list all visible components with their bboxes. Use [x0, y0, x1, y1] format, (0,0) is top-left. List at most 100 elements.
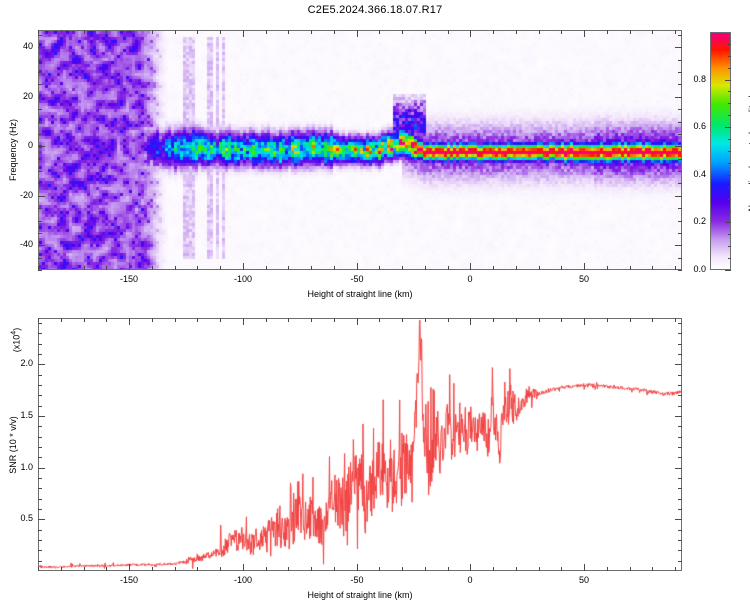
axis-tick [38, 333, 42, 334]
axis-tick [678, 447, 682, 448]
axis-tick [38, 318, 39, 322]
axis-tick [675, 30, 676, 34]
axis-tick [584, 263, 585, 270]
axis-tick [38, 323, 42, 324]
axis-tick [675, 468, 682, 469]
axis-tick [448, 318, 449, 322]
axis-tick [38, 561, 42, 562]
axis-tick [38, 245, 45, 246]
axis-tick [38, 258, 42, 259]
axis-tick [402, 30, 403, 34]
axis-tick [197, 567, 198, 571]
axis-tick [243, 318, 244, 325]
snr-multiplier-exponent: 4 [10, 330, 18, 335]
axis-tick [678, 60, 682, 61]
axis-tick [38, 519, 45, 520]
axis-tick [38, 488, 42, 489]
axis-tick [38, 375, 42, 376]
axis-tick [38, 35, 42, 36]
axis-tick-label: 2.0 [20, 358, 33, 368]
axis-tick [561, 567, 562, 571]
axis-tick [678, 530, 682, 531]
snr-plot-area [38, 318, 682, 571]
axis-tick [38, 183, 42, 184]
axis-tick [38, 395, 42, 396]
axis-tick [539, 318, 540, 322]
axis-tick [311, 30, 312, 34]
axis-tick [334, 318, 335, 322]
spectrogram-xaxis-label: Height of straight line (km) [307, 289, 413, 299]
axis-tick [539, 567, 540, 571]
axis-tick [266, 318, 267, 322]
axis-tick [84, 318, 85, 322]
axis-tick [678, 333, 682, 334]
axis-tick [38, 478, 42, 479]
axis-tick-label: 0.5 [20, 513, 33, 523]
axis-tick [38, 530, 42, 531]
axis-tick [678, 457, 682, 458]
axis-tick [470, 564, 471, 571]
figure-title: C2E5.2024.366.18.07.R17 [307, 4, 443, 16]
axis-tick [425, 318, 426, 322]
axis-tick [652, 266, 653, 270]
axis-tick [607, 567, 608, 571]
axis-tick-label: 0.2 [693, 216, 706, 226]
axis-tick [84, 266, 85, 270]
axis-tick [220, 318, 221, 322]
axis-tick [38, 426, 42, 427]
spectrogram-image [39, 31, 681, 269]
axis-tick [402, 266, 403, 270]
snr-axis-multiplier: (x104) [11, 328, 22, 352]
axis-tick [728, 68, 731, 69]
axis-tick [197, 30, 198, 34]
axis-tick [728, 44, 731, 45]
axis-tick [678, 35, 682, 36]
axis-tick [38, 208, 42, 209]
axis-tick [493, 30, 494, 34]
spectrogram-yaxis-label: Frequency (Hz) [8, 118, 18, 182]
axis-tick [129, 263, 130, 270]
axis-tick [106, 266, 107, 270]
axis-tick [379, 567, 380, 571]
axis-tick [678, 171, 682, 172]
axis-tick [61, 30, 62, 34]
axis-tick [728, 163, 731, 164]
snr-multiplier-close: ) [11, 327, 22, 331]
axis-tick [266, 567, 267, 571]
axis-tick-label: 0 [467, 575, 473, 585]
axis-tick [38, 447, 42, 448]
axis-tick [678, 478, 682, 479]
axis-tick-label: 0.0 [693, 264, 706, 274]
axis-tick [678, 540, 682, 541]
axis-tick [129, 318, 130, 325]
axis-tick [561, 30, 562, 34]
axis-tick [678, 233, 682, 234]
axis-tick [493, 567, 494, 571]
axis-tick [152, 567, 153, 571]
axis-tick [728, 234, 731, 235]
axis-tick [678, 72, 682, 73]
axis-tick [38, 159, 42, 160]
axis-tick [678, 395, 682, 396]
axis-tick [470, 263, 471, 270]
axis-tick [675, 266, 676, 270]
axis-tick [38, 72, 42, 73]
axis-tick [379, 266, 380, 270]
axis-tick [678, 84, 682, 85]
axis-tick [61, 318, 62, 322]
axis-tick [561, 318, 562, 322]
axis-tick [243, 564, 244, 571]
axis-tick [630, 567, 631, 571]
axis-tick [357, 318, 358, 325]
axis-tick [448, 266, 449, 270]
axis-tick [243, 263, 244, 270]
axis-tick [728, 222, 731, 223]
axis-tick [607, 266, 608, 270]
snr-yaxis-label: SNR (10 * v/v) [8, 415, 18, 474]
axis-tick [630, 30, 631, 34]
axis-tick [728, 103, 731, 104]
axis-tick [448, 30, 449, 34]
axis-tick [678, 375, 682, 376]
axis-tick [425, 567, 426, 571]
axis-tick [379, 318, 380, 322]
